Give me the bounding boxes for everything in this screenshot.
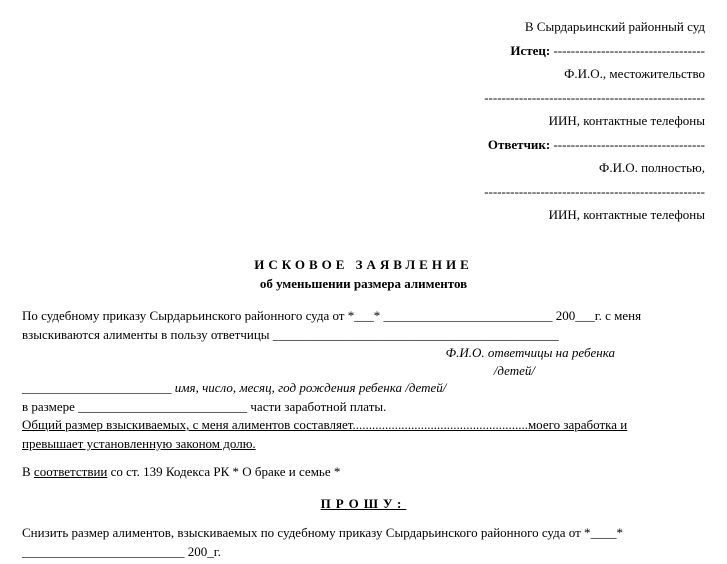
request-block: Снизить размер алиментов, взыскиваемых п… [22,524,705,560]
body-line-7: В соответствии со ст. 139 Кодекса РК * О… [22,463,705,481]
dashes-long-2: ----------------------------------------… [484,184,705,199]
plaintiff-label: Истец: [510,43,550,58]
request-2-blank: _________________________ [22,544,185,559]
body-block: По судебному приказу Сырдарьинского райо… [22,307,705,481]
body-7a: В [22,464,34,479]
defendant-iin: ИИН, контактные телефоны [549,207,705,222]
body-1-blank: __________________________ [380,308,552,323]
request-2-year: 200_г. [185,544,221,559]
body-7b: со ст. 139 Кодекса РК * О браке и семье … [107,464,340,479]
request-line-1: Снизить размер алиментов, взыскиваемых п… [22,524,705,542]
plaintiff-fio: Ф.И.О., местожительство [564,66,705,81]
defendant-dashes: ----------------------------------- [550,137,705,152]
title-block: ИСКОВОЕ ЗАЯВЛЕНИЕ об уменьшении размера … [22,256,705,293]
plaintiff-iin-line: ИИН, контактные телефоны [22,112,705,130]
defendant-fio-line: Ф.И.О. полностью, [22,159,705,177]
body-4b: части заработной платы. [250,399,386,414]
body-line-6: превышает установленную законом долю. [22,435,705,453]
dashes-long-1: ----------------------------------------… [484,90,705,105]
plaintiff-fio-line: Ф.И.О., местожительство [22,65,705,83]
body-line-5: Общий размер взыскиваемых, с меня алимен… [22,416,705,434]
plaintiff-dashes-2: ----------------------------------------… [22,89,705,107]
body-note-1: Ф.И.О. ответчицы на ребенка [22,344,705,362]
plaintiff-iin: ИИН, контактные телефоны [549,113,705,128]
body-5-dots: ........................................… [352,417,528,432]
defendant-dashes-2: ----------------------------------------… [22,183,705,201]
request-1a: Снизить размер алиментов, взыскиваемых п… [22,525,623,540]
body-line-3: _______________________ имя, число, меся… [22,379,705,397]
body-5b: моего заработка и [528,417,627,432]
body-5a: Общий размер взыскиваемых, с меня алимен… [22,417,352,432]
body-2-blank: ________________________________________… [270,327,559,342]
body-4a: в размере [22,399,75,414]
court-line: В Сырдарьинский районный суд [22,18,705,36]
body-6: превышает установленную законом долю. [22,436,256,451]
body-3-italic: имя, число, месяц, год рождения ребенка … [175,380,447,395]
body-note-2: /детей/ [22,362,705,380]
section-title: ПРОШУ: [22,495,705,513]
title-line-2: об уменьшении размера алиментов [22,275,705,293]
body-4-blank: __________________________ [75,399,251,414]
title-line-1: ИСКОВОЕ ЗАЯВЛЕНИЕ [22,256,705,274]
body-1a: По судебному приказу Сырдарьинского райо… [22,308,380,323]
defendant-label: Ответчик: [488,137,550,152]
body-2a: взыскиваются алименты в пользу ответчицы [22,327,270,342]
header-block: В Сырдарьинский районный суд Истец: ----… [22,18,705,224]
spacer-1 [22,453,705,463]
body-line-4: в размере __________________________ час… [22,398,705,416]
body-line-2: взыскиваются алименты в пользу ответчицы… [22,326,705,344]
plaintiff-dashes: ----------------------------------- [550,43,705,58]
plaintiff-line: Истец: ---------------------------------… [22,42,705,60]
court-name: В Сырдарьинский районный суд [525,19,705,34]
defendant-line: Ответчик: ------------------------------… [22,136,705,154]
request-line-2: _________________________ 200_г. [22,543,705,561]
body-line-1: По судебному приказу Сырдарьинского райо… [22,307,705,325]
body-7-link: соответствии [34,464,107,479]
defendant-iin-line: ИИН, контактные телефоны [22,206,705,224]
defendant-fio: Ф.И.О. полностью, [599,160,705,175]
body-3-blank: _______________________ [22,380,175,395]
body-1-year: 200___г. с меня [553,308,642,323]
